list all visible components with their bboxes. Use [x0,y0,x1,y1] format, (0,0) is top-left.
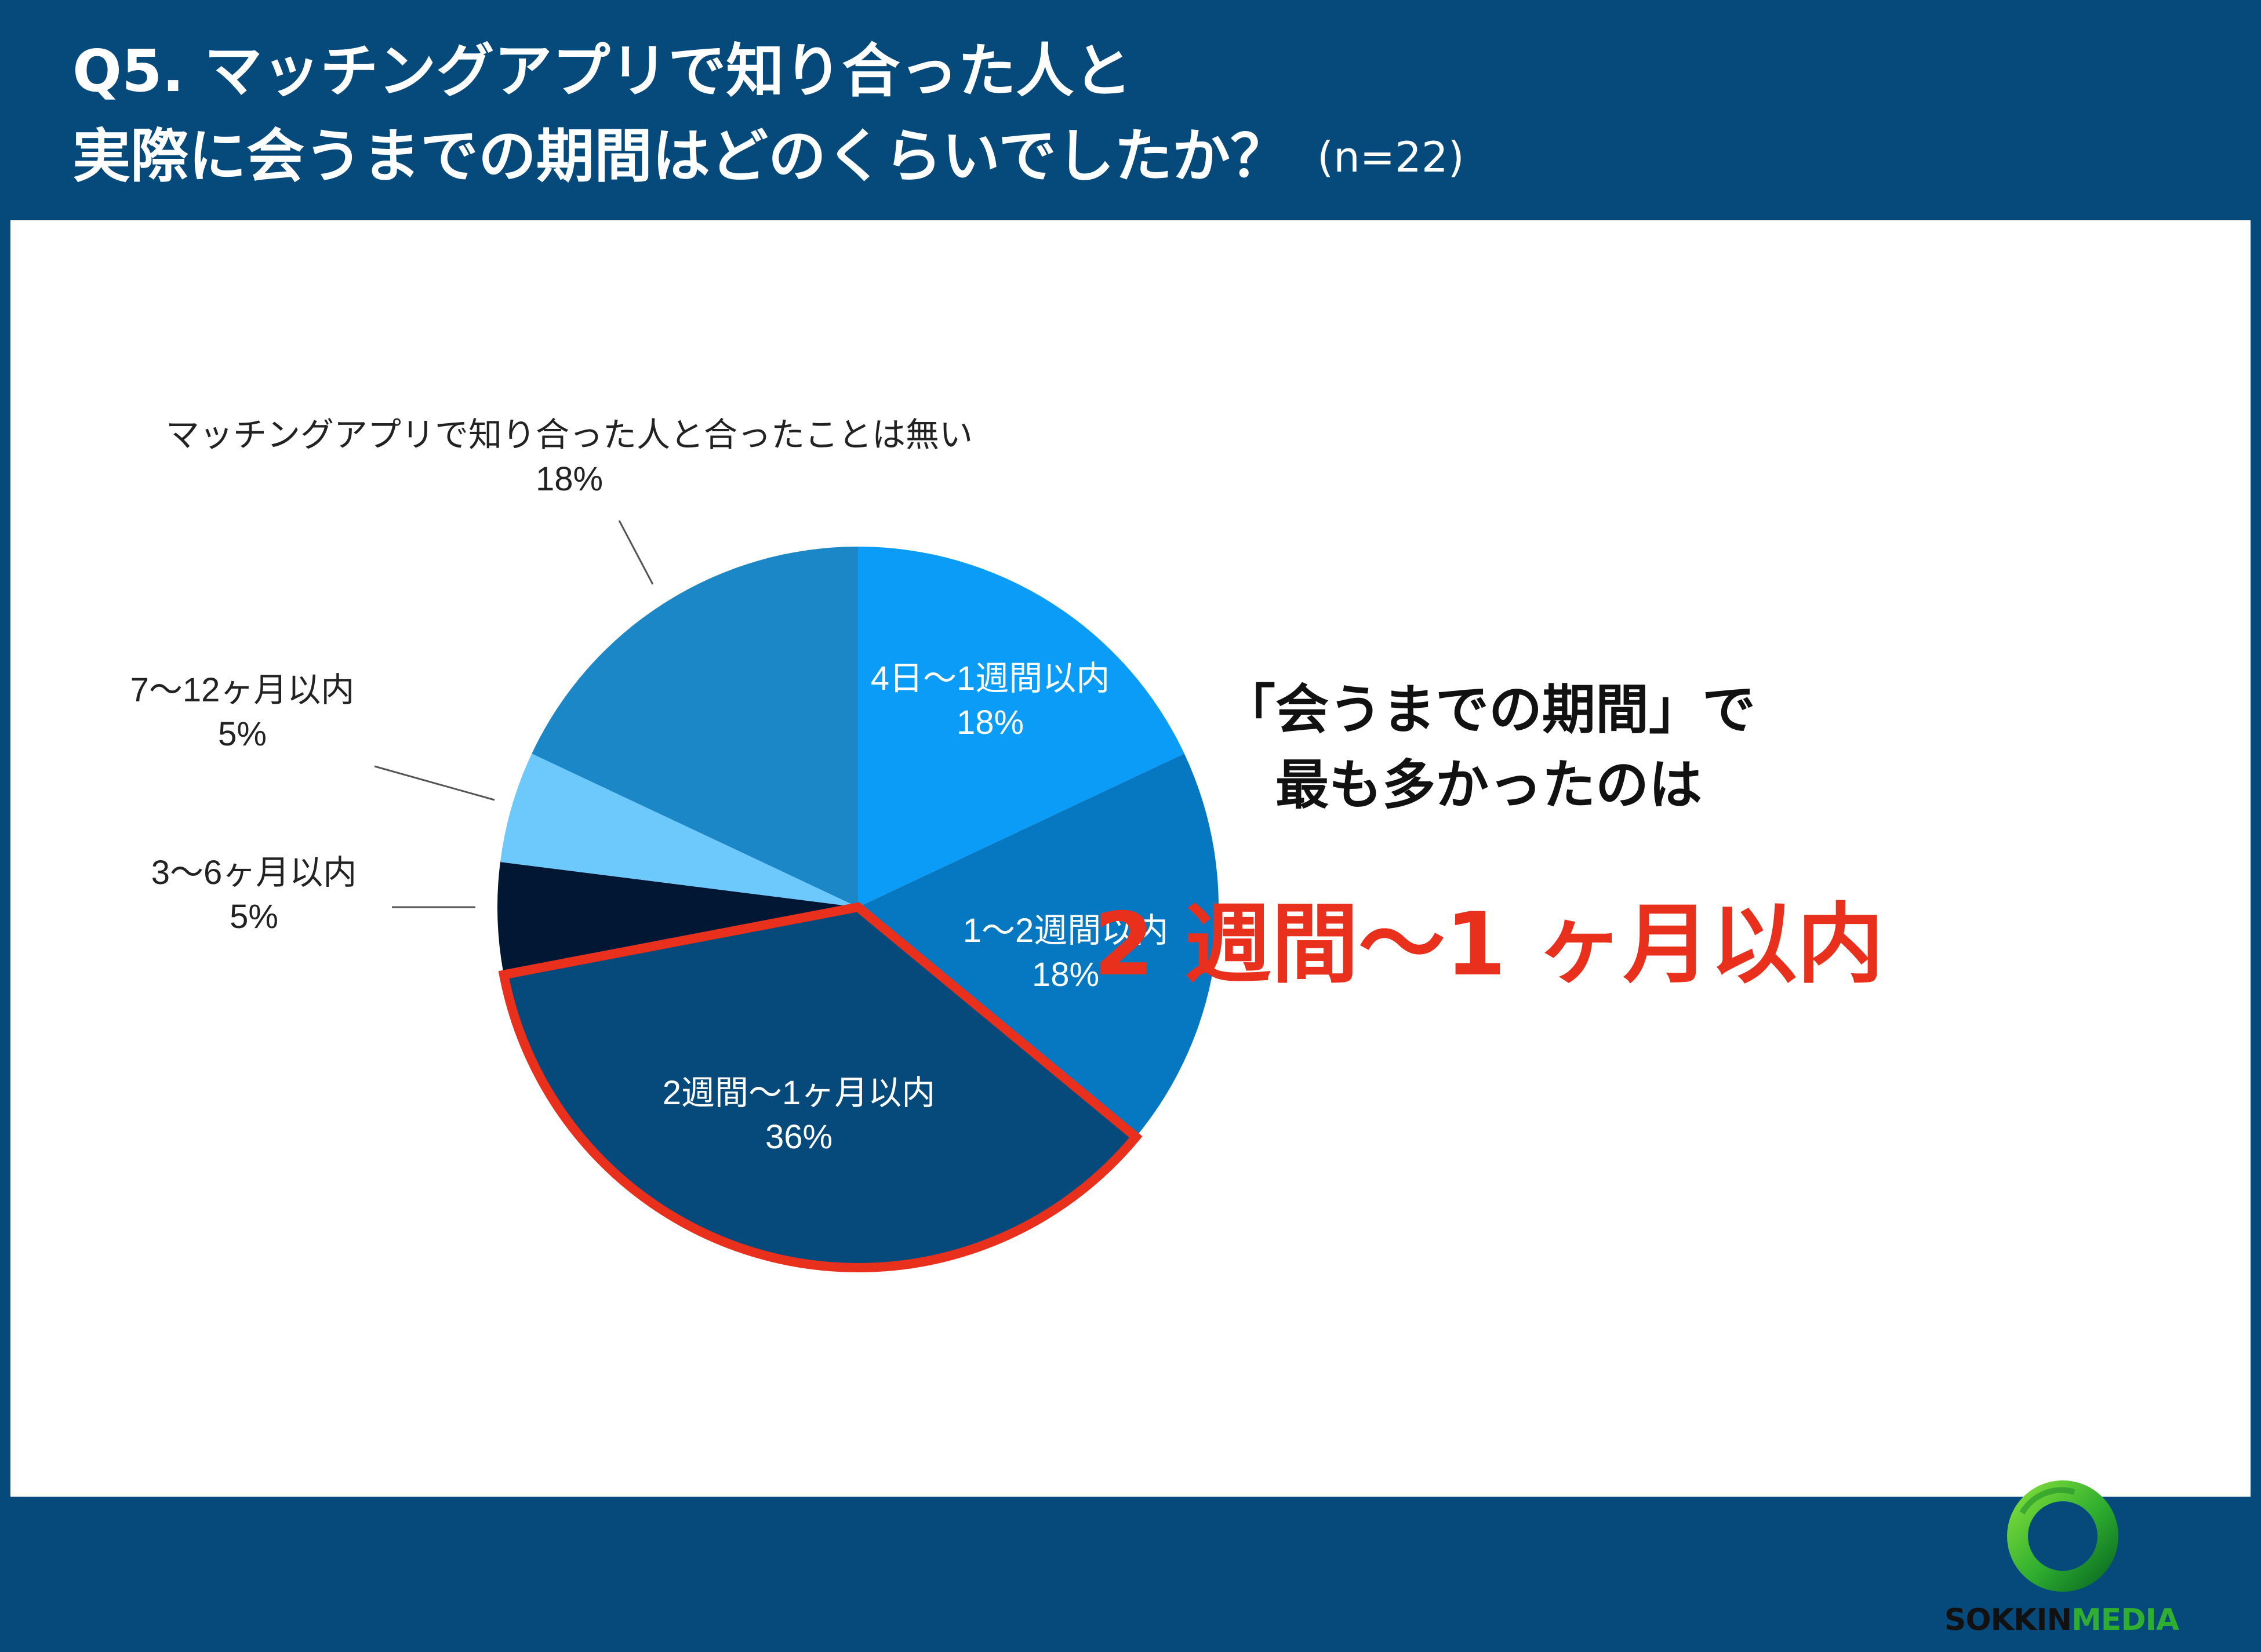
slice-category-label: 7〜12ヶ月以内 [130,671,355,709]
sample-size: (n=22) [1317,133,1464,181]
callout-highlight: 2 週間〜1 ヶ月以内 [1093,894,1884,995]
slice-value-label: 5% [230,898,278,936]
slice-category-label: マッチングアプリで知り合った人と合ったことは無い [166,416,973,454]
header-bar: Q5. マッチングアプリで知り合った人と 実際に会うまでの期間はどのくらいでした… [0,0,2261,220]
logo-wordmark: SOKKINMEDIA [1934,1603,2189,1638]
pie-chart: 4日〜1週間以内 18% 1〜2週間以内 18% 2週間〜1ヶ月以内 36% 3〜6ヶ月以内… [130,416,1219,1272]
pie-slice [858,547,1184,907]
slice-value-label: 18% [536,460,603,498]
title-text-1: Q5. マッチングアプリで知り合った人と [72,37,1132,105]
content-panel: 4日〜1週間以内 18% 1〜2週間以内 18% 2週間〜1ヶ月以内 36% 3〜6ヶ月以内… [10,220,2251,1638]
callout-line-2: 最も多かったのは [1275,754,1702,816]
slice-value-label: 18% [957,704,1024,741]
pie-slice [500,754,858,907]
logo-word-sokkin: SOKKIN [1944,1603,2072,1638]
sokkin-media-logo: SOKKINMEDIA [1934,1478,2189,1652]
slice-category-label: 2週間〜1ヶ月以内 [663,1074,936,1112]
chart-title-line-1: Q5. マッチングアプリで知り合った人と [72,37,1132,106]
slice-category-label: 4日〜1週間以内 [871,660,1110,697]
pie-slice [532,547,858,907]
title-text-2: 実際に会うまでの期間はどのくらいでしたか？ [72,122,1288,190]
pie-slice [858,754,1219,1137]
callout-box: 「会うまでの期間」で 最も多かったのは 2 週間〜1 ヶ月以内 [932,672,2045,997]
slice-category-label: 1〜2週間以内 [963,912,1169,949]
leader-line [374,765,495,801]
callout-line-1: 「会うまでの期間」で [1222,679,1755,741]
pie-slice [497,862,858,975]
chart-title-line-2: 実際に会うまでの期間はどのくらいでしたか？ (n=22) [72,122,1464,192]
slice-value-label: 18% [1032,956,1099,994]
slice-value-label: 36% [765,1118,833,1156]
ring-logo-icon [2007,1480,2118,1592]
slice-category-label: 3〜6ヶ月以内 [151,854,357,892]
pie-slice [504,907,1136,1268]
highlight-outline [498,902,1143,1272]
leader-line [618,520,654,585]
logo-word-media: MEDIA [2071,1603,2179,1638]
slice-value-label: 5% [218,715,267,753]
